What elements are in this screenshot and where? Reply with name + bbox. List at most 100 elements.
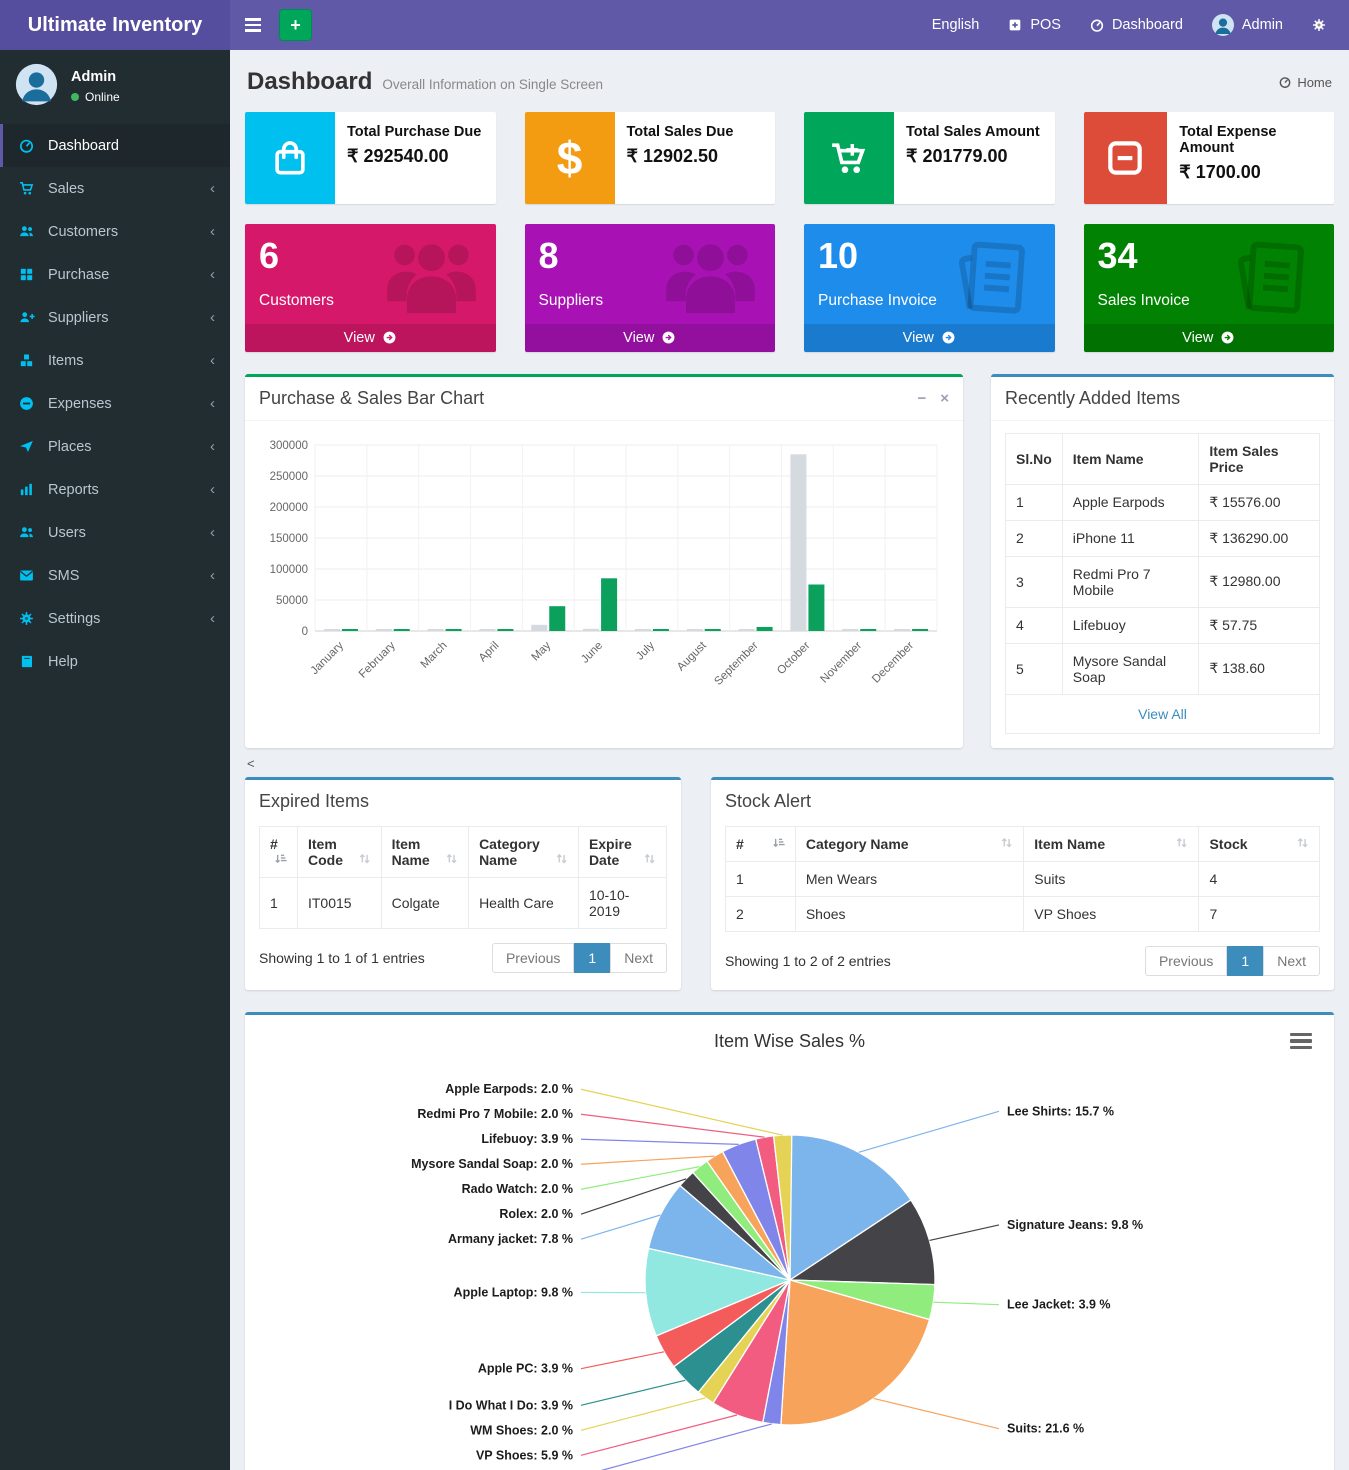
user-plus-icon	[18, 309, 36, 326]
svg-text:May: May	[530, 639, 554, 663]
users-icon	[18, 223, 36, 240]
table-cell: iPhone 11	[1061, 519, 1200, 557]
users-bg-icon	[658, 232, 763, 330]
svg-text:March: March	[419, 639, 450, 670]
small-box-label: Suppliers	[538, 291, 604, 309]
column-header[interactable]: Stock	[1198, 825, 1320, 862]
expired-showing: Showing 1 to 1 of 1 entries	[259, 949, 425, 966]
paper-plane-icon	[18, 438, 36, 455]
expired-items-table: # Item Code Item Name Category Name Expire D…	[259, 825, 668, 929]
sidebar-item-dashboard[interactable]: Dashboard	[0, 124, 230, 167]
small-box-customers: 6 Customers View	[245, 224, 496, 352]
stock-alert-card: Stock Alert # Category Name Item Name Stock…	[711, 776, 1334, 990]
pos-link[interactable]: POS	[1007, 17, 1061, 33]
file-bg-icon	[1217, 232, 1322, 330]
chevron-left-icon: ‹	[210, 481, 215, 498]
chevron-left-icon: ‹	[210, 352, 215, 369]
sidebar-item-expenses[interactable]: Expenses ‹	[0, 382, 230, 425]
sidebar-item-items[interactable]: Items ‹	[0, 339, 230, 382]
quick-add-button[interactable]: +	[279, 9, 312, 41]
bag-icon	[245, 112, 335, 204]
table-row: 4 Lifebuoy ₹ 57.75	[1005, 606, 1320, 644]
close-icon[interactable]: ×	[940, 389, 949, 407]
minus-circle-icon	[18, 395, 36, 412]
users-icon	[18, 524, 36, 541]
column-header[interactable]: #	[259, 825, 298, 878]
column-header[interactable]: Item Code	[296, 825, 382, 878]
page-1-button[interactable]: 1	[1227, 945, 1264, 976]
sidebar-item-places[interactable]: Places ‹	[0, 425, 230, 468]
language-menu[interactable]: English	[931, 17, 980, 33]
app-brand[interactable]: Ultimate Inventory	[0, 0, 230, 50]
svg-text:Rd Shoes: 2.0 %: Rd Shoes: 2.0 %	[476, 1469, 573, 1470]
collapse-icon[interactable]: −	[917, 389, 927, 407]
table-cell: Colgate	[380, 876, 470, 929]
stock-showing: Showing 1 to 2 of 2 entries	[725, 952, 891, 969]
envelope-icon	[18, 567, 36, 584]
sidebar-item-reports[interactable]: Reports ‹	[0, 468, 230, 511]
column-header: Item Sales Price	[1198, 432, 1320, 485]
sidebar-item-purchase[interactable]: Purchase ‹	[0, 253, 230, 296]
chevron-left-icon: ‹	[210, 223, 215, 240]
view-label: View	[623, 329, 655, 346]
view-link[interactable]: View	[1083, 323, 1334, 352]
column-header[interactable]: Category Name	[468, 825, 579, 878]
table-cell: ₹ 57.75	[1198, 606, 1320, 644]
column-header: Sl.No	[1005, 432, 1063, 485]
next-button[interactable]: Next	[610, 942, 667, 973]
chart-menu-icon[interactable]	[1290, 1032, 1312, 1050]
sidebar-item-label: Sales	[48, 180, 85, 197]
column-header[interactable]: Expire Date	[577, 825, 668, 878]
breadcrumb[interactable]: Home	[1278, 75, 1332, 90]
sidebar-item-label: Places	[48, 438, 92, 455]
previous-button[interactable]: Previous	[491, 942, 575, 973]
recent-card-title: Recently Added Items	[1005, 387, 1181, 408]
user-menu[interactable]: Admin	[1211, 13, 1283, 37]
view-link[interactable]: View	[804, 323, 1055, 352]
sidebar-item-settings[interactable]: Settings ‹	[0, 597, 230, 640]
pie-chart-title: Item Wise Sales %	[713, 1030, 866, 1051]
cogs-icon	[1311, 17, 1327, 33]
sidebar-toggle-icon[interactable]	[230, 0, 275, 50]
table-row: 5 Mysore Sandal Soap ₹ 138.60	[1005, 642, 1320, 695]
sidebar-item-users[interactable]: Users ‹	[0, 511, 230, 554]
sidebar-item-customers[interactable]: Customers ‹	[0, 210, 230, 253]
info-box: $ Total Sales Due ₹ 12902.50	[524, 112, 775, 204]
svg-text:July: July	[634, 639, 657, 662]
sort-amount-icon	[772, 836, 785, 852]
sort-icon	[1296, 836, 1309, 852]
sidebar-item-label: Users	[48, 524, 86, 541]
page-1-button[interactable]: 1	[574, 942, 611, 973]
table-cell: Health Care	[468, 876, 579, 929]
view-link[interactable]: View	[524, 323, 775, 352]
view-label: View	[1182, 329, 1214, 346]
svg-text:November: November	[818, 639, 864, 685]
sidebar-item-help[interactable]: Help	[0, 640, 230, 683]
dashboard-link[interactable]: Dashboard	[1089, 17, 1183, 33]
svg-text:February: February	[357, 639, 398, 680]
arrow-circle-right-icon	[1220, 330, 1235, 345]
sidebar-item-sales[interactable]: Sales ‹	[0, 167, 230, 210]
table-cell: Suits	[1023, 860, 1200, 897]
settings-menu[interactable]	[1311, 17, 1327, 33]
svg-text:Mysore Sandal Soap: 2.0 %: Mysore Sandal Soap: 2.0 %	[411, 1157, 573, 1171]
column-header[interactable]: Item Name	[380, 825, 470, 878]
sidebar-item-label: Help	[48, 653, 78, 670]
column-header[interactable]: Item Name	[1023, 825, 1200, 862]
svg-text:0: 0	[302, 626, 308, 638]
chevron-left-icon: ‹	[210, 524, 215, 541]
view-link[interactable]: View	[245, 323, 496, 352]
chart-card-title: Purchase & Sales Bar Chart	[259, 387, 485, 408]
previous-button[interactable]: Previous	[1144, 945, 1228, 976]
stock-title: Stock Alert	[725, 790, 812, 811]
avatar	[14, 62, 59, 110]
sidebar-item-suppliers[interactable]: Suppliers ‹	[0, 296, 230, 339]
table-row: 2 Shoes VP Shoes 7	[725, 895, 1320, 932]
sidebar-item-sms[interactable]: SMS ‹	[0, 554, 230, 597]
next-button[interactable]: Next	[1263, 945, 1320, 976]
column-header[interactable]: #	[725, 825, 796, 862]
expired-pagination: Previous 1 Next	[491, 942, 667, 973]
column-header[interactable]: Category Name	[794, 825, 1025, 862]
view-all-link[interactable]: View All	[1005, 694, 1320, 734]
svg-text:Suits: 21.6 %: Suits: 21.6 %	[1007, 1421, 1084, 1435]
